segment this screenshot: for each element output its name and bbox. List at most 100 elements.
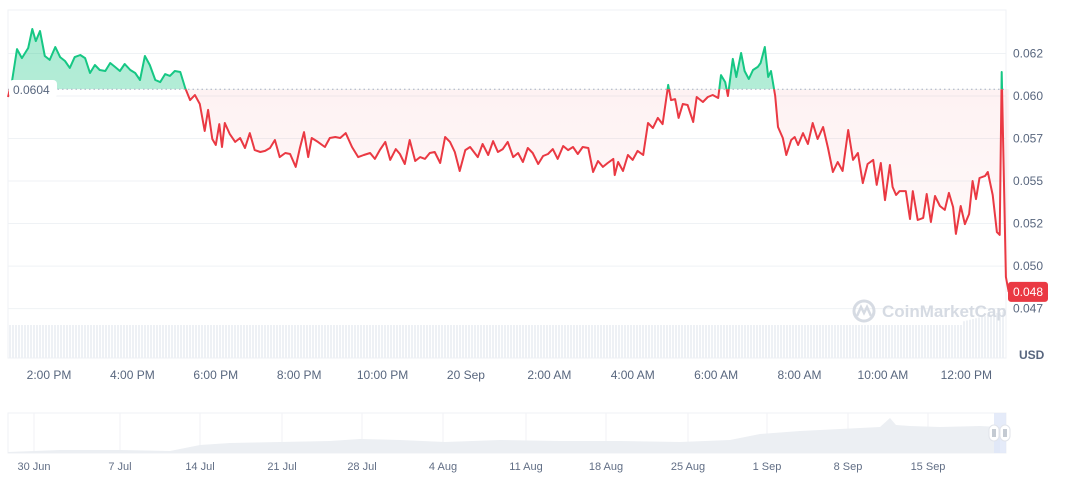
navigator-handle-left[interactable] [988,424,1000,442]
volume-bar [597,325,599,358]
volume-bar [822,325,824,358]
navigator-date-label: 25 Aug [671,461,705,473]
volume-bar [717,325,719,358]
y-tick-label: 0.052 [1013,217,1043,231]
volume-bar [486,325,488,358]
volume-bar [549,325,551,358]
volume-bar [429,325,431,358]
volume-bar [168,325,170,358]
volume-bar [234,325,236,358]
navigator[interactable]: 30 Jun 7 Jul 14 Jul 21 Jul 28 Jul 4 Aug 11 Aug… [7,412,1011,473]
volume-bar [474,325,476,358]
volume-bar [15,325,17,358]
volume-bar [369,325,371,358]
volume-bar [213,325,215,358]
volume-bar [270,325,272,358]
volume-bar [273,325,275,358]
x-tick-label: 4:00 PM [110,368,155,382]
volume-bar [468,325,470,358]
volume-bar [828,325,830,358]
volume-bar [645,325,647,358]
volume-bar [963,321,965,358]
volume-bar [693,325,695,358]
volume-bar [303,325,305,358]
volume-bar [588,325,590,358]
volume-bar [93,325,95,358]
volume-bar [408,325,410,358]
volume-bar [936,325,938,358]
y-tick-label: 0.050 [1013,259,1043,273]
volume-bar [9,325,11,358]
navigator-date-label: 15 Sep [911,461,946,473]
volume-bar [456,325,458,358]
volume-bar [882,325,884,358]
volume-bar [267,325,269,358]
navigator-date-label: 4 Aug [429,461,457,473]
y-tick-label: 0.060 [1013,89,1043,103]
volume-bar [633,325,635,358]
volume-bar [381,325,383,358]
x-tick-label: 6:00 AM [694,368,738,382]
volume-bar [186,325,188,358]
volume-bar [678,325,680,358]
volume-bar [966,320,968,358]
volume-bar [714,325,716,358]
volume-bar [999,312,1001,358]
volume-bar [570,325,572,358]
volume-bar [426,325,428,358]
volume-bar [924,325,926,358]
volume-bar [210,325,212,358]
x-tick-label: 2:00 PM [27,368,72,382]
volume-bar [762,325,764,358]
navigator-handle-right[interactable] [999,424,1011,442]
baseline-value: 0.0604 [13,83,50,97]
volume-bar [603,325,605,358]
volume-bar [663,325,665,358]
volume-bar [888,325,890,358]
volume-bar [153,325,155,358]
volume-bar [861,325,863,358]
volume-bar [783,325,785,358]
volume-bar [156,325,158,358]
navigator-date-label: 11 Aug [509,461,542,473]
volume-bar [504,325,506,358]
volume-bar [351,325,353,358]
volume-bar [105,325,107,358]
volume-bar [585,325,587,358]
volume-bar [846,325,848,358]
navigator-date-label: 8 Sep [834,461,863,473]
volume-bar [540,325,542,358]
volume-bar [66,325,68,358]
volume-bar [261,325,263,358]
volume-bar [681,325,683,358]
last-price-badge: 0.048 [1008,281,1048,302]
volume-bar [543,325,545,358]
volume-bar [225,325,227,358]
volume-bar [852,325,854,358]
volume-bar [876,325,878,358]
x-tick-label: 10:00 AM [858,368,909,382]
volume-bar [768,325,770,358]
volume-bar [546,325,548,358]
x-tick-label: 10:00 PM [357,368,408,382]
volume-bar [399,325,401,358]
volume-bar [906,325,908,358]
volume-bar [927,325,929,358]
y-tick-label: 0.047 [1013,302,1043,316]
volume-bar [492,325,494,358]
volume-bar [759,325,761,358]
volume-bar [348,325,350,358]
volume-bar [945,325,947,358]
volume-bar [414,325,416,358]
volume-bar [489,325,491,358]
volume-bar [255,325,257,358]
volume-bar [765,325,767,358]
volume-bar [534,325,536,358]
volume-bar [27,325,29,358]
volume-bar [357,325,359,358]
volume-bar [126,325,128,358]
volume-bar [630,325,632,358]
volume-bar [183,325,185,358]
volume-bar [756,325,758,358]
